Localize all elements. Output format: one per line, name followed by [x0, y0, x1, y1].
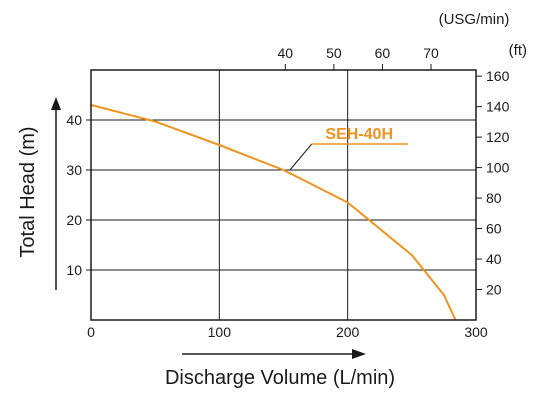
- tick-labels: 0 100 200 300 10 20 30 40 40 50 60 70 20 40 60 80 100 120…: [66, 45, 509, 340]
- x-axis-arrow: [182, 349, 366, 359]
- plot-area-border: [90, 69, 477, 321]
- x-tick-label: 100: [208, 324, 232, 340]
- secondary-y-tick-label: 60: [486, 221, 502, 237]
- series-label-leader: [289, 143, 313, 171]
- series-label: SEH-40H: [325, 126, 393, 143]
- secondary-x-tick-label: 60: [375, 45, 391, 61]
- x-tick-label: 0: [87, 324, 95, 340]
- secondary-y-unit-label: (ft): [509, 42, 527, 59]
- secondary-y-tick-label: 120: [486, 129, 510, 145]
- y-tick-label: 40: [66, 112, 82, 128]
- secondary-x-tick-label: 40: [278, 45, 294, 61]
- secondary-x-unit-label: (USG/min): [439, 11, 510, 28]
- grid-lines: [91, 70, 476, 320]
- series-line: [90, 104, 457, 321]
- secondary-y-tick-label: 100: [486, 160, 510, 176]
- plot-frame: [86, 64, 482, 321]
- y-tick-label: 30: [66, 162, 82, 178]
- y-tick-label: 10: [66, 262, 82, 278]
- secondary-y-tick-label: 20: [486, 282, 502, 298]
- x-tick-label: 200: [336, 324, 360, 340]
- secondary-x-tick-label: 50: [326, 45, 342, 61]
- secondary-y-tick-label: 80: [486, 190, 502, 206]
- x-tick-label: 300: [464, 324, 488, 340]
- x-axis-title: Discharge Volume (L/min): [165, 367, 395, 389]
- secondary-y-tick-label: 160: [486, 68, 510, 84]
- secondary-y-tick-label: 140: [486, 99, 510, 115]
- series-lines: [90, 104, 457, 321]
- secondary-x-tick-label: 70: [423, 45, 439, 61]
- y-axis-arrow: [51, 97, 61, 290]
- y-axis-title: Total Head (m): [17, 126, 39, 257]
- secondary-y-tick-label: 40: [486, 251, 502, 267]
- y-tick-label: 20: [66, 212, 82, 228]
